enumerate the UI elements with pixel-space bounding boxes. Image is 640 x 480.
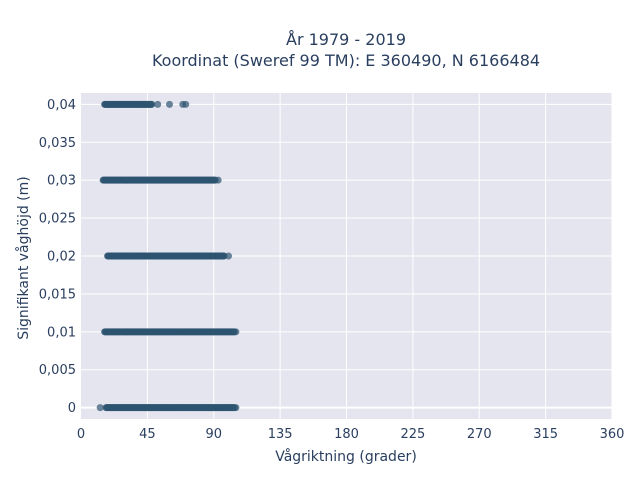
x-tick-label: 180 — [334, 427, 359, 442]
x-tick-label: 0 — [77, 427, 85, 442]
data-point — [96, 404, 104, 412]
y-tick-label: 0,02 — [47, 250, 76, 265]
y-tick-label: 0,03 — [47, 174, 76, 189]
x-axis-label: Vågriktning (grader) — [275, 448, 417, 465]
data-point — [182, 100, 190, 108]
x-tick-label: 315 — [533, 427, 558, 442]
x-tick-label: 45 — [139, 427, 156, 442]
y-tick-label: 0,025 — [39, 212, 76, 227]
y-axis-label: Signifikant våghöjd (m) — [15, 176, 32, 339]
chart-title-line-1: År 1979 - 2019 — [286, 30, 406, 49]
chart-title-line-2: Koordinat (Sweref 99 TM): E 360490, N 61… — [152, 51, 540, 70]
y-tick-label: 0 — [68, 401, 76, 416]
x-axis-ticks: 0 45 90 135 180 225 270 315 360 — [77, 427, 625, 442]
y-tick-label: 0,01 — [47, 325, 76, 340]
data-point — [232, 404, 240, 412]
x-tick-label: 360 — [600, 427, 625, 442]
data-point — [154, 100, 162, 108]
x-tick-label: 270 — [467, 427, 492, 442]
y-tick-label: 0,015 — [39, 287, 76, 302]
data-point — [225, 252, 232, 260]
y-tick-label: 0,005 — [39, 363, 76, 378]
x-tick-label: 225 — [400, 427, 425, 442]
y-tick-label: 0,035 — [39, 136, 76, 151]
x-tick-label: 90 — [205, 427, 222, 442]
data-point — [214, 176, 222, 184]
y-axis-ticks: 0 0,005 0,01 0,015 0,02 0,025 0,03 0,035 0,04 — [39, 98, 76, 416]
data-points — [96, 100, 240, 412]
x-tick-label: 135 — [268, 427, 293, 442]
data-point — [148, 100, 156, 108]
data-point — [166, 100, 173, 108]
data-point — [232, 328, 240, 336]
y-tick-label: 0,04 — [47, 98, 76, 113]
